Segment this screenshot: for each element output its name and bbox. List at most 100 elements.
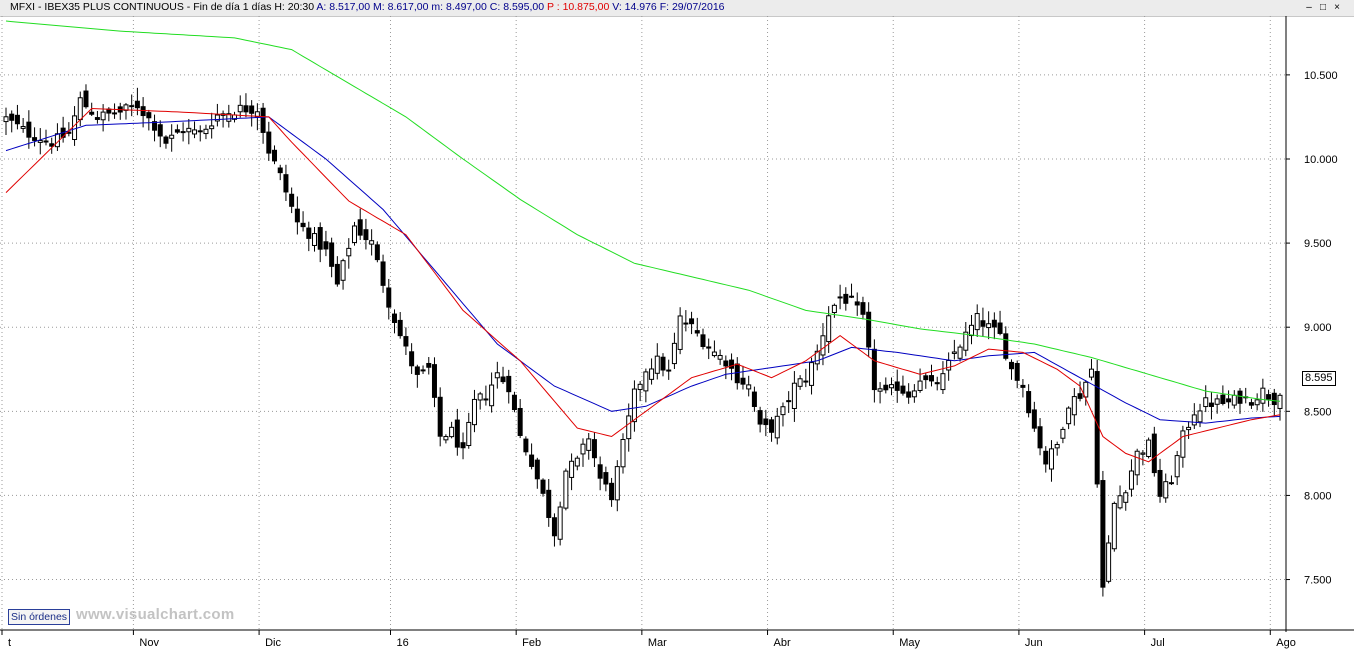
candle-body <box>597 464 603 479</box>
candle-body <box>769 419 775 433</box>
candle-body <box>32 137 38 141</box>
candle-body <box>112 112 118 115</box>
candle-body <box>471 398 477 426</box>
candle-body <box>974 313 980 331</box>
candle-body <box>134 100 140 109</box>
candle-body <box>294 208 300 223</box>
candle-body <box>631 388 637 423</box>
minimize-button[interactable]: – <box>1306 2 1312 13</box>
candle-body <box>820 335 826 356</box>
candle-body <box>1197 410 1203 423</box>
candle-body <box>774 415 780 439</box>
candle-body <box>1140 452 1146 455</box>
candle-body <box>277 167 283 174</box>
y-tick-label: 10.500 <box>1304 70 1338 82</box>
candle-body <box>849 295 855 298</box>
candle-body <box>237 104 243 113</box>
candle-body <box>831 304 837 314</box>
candle-body <box>1248 402 1254 406</box>
candlestick-chart[interactable]: 7.500 8.000 8.500 9.000 9.500 10.000 10.500 t No… <box>0 16 1354 649</box>
candle-body <box>391 313 397 323</box>
candle-body <box>751 391 757 407</box>
candle-body <box>174 129 180 133</box>
candle-body <box>146 112 152 119</box>
candle-body <box>877 388 883 392</box>
candle-body <box>300 222 306 228</box>
candle-body <box>951 351 957 354</box>
candle-body <box>957 346 963 359</box>
candle-body <box>843 293 849 304</box>
candle-body <box>826 315 832 343</box>
candle-body <box>694 330 700 334</box>
candle-body <box>1128 470 1134 490</box>
candle-body <box>1180 430 1186 458</box>
candle-body <box>540 479 546 494</box>
header-volume: V: 14.976 <box>612 1 657 13</box>
candle-body <box>1026 391 1032 414</box>
candle-body <box>266 131 272 154</box>
candle-body <box>169 134 175 139</box>
close-button[interactable]: × <box>1334 2 1340 13</box>
candle-body <box>397 319 403 337</box>
candle-body <box>380 261 386 286</box>
candle-body <box>660 356 666 371</box>
candle-body <box>997 322 1003 334</box>
candle-body <box>871 348 877 391</box>
candle-body <box>786 400 792 403</box>
candle-body <box>94 117 100 120</box>
candle-body <box>346 247 352 257</box>
maximize-button[interactable]: □ <box>1319 2 1327 13</box>
candle-body <box>477 393 483 401</box>
candle-body <box>546 489 552 518</box>
x-tick-label: Abr <box>774 637 791 649</box>
candle-body <box>1031 409 1037 429</box>
candle-body <box>860 302 866 315</box>
candle-body <box>517 407 523 436</box>
candle-body <box>351 225 357 244</box>
candle-body <box>557 506 563 540</box>
candle-body <box>1008 361 1014 370</box>
candle-body <box>677 315 683 350</box>
candle-body <box>791 382 797 409</box>
candle-body <box>666 369 672 372</box>
candle-body <box>1014 362 1020 381</box>
candle-body <box>357 219 363 236</box>
candle-body <box>409 351 415 367</box>
candle-body <box>980 320 986 327</box>
candle-body <box>683 322 689 325</box>
candle-body <box>369 240 375 245</box>
candle-body <box>1260 387 1266 404</box>
candle-body <box>1043 450 1049 465</box>
orders-button[interactable]: Sin órdenes <box>8 609 71 625</box>
header-date: F: 29/07/2016 <box>659 1 725 13</box>
candle-body <box>426 362 432 368</box>
x-tick-label: Ago <box>1276 637 1296 649</box>
candle-body <box>809 362 815 386</box>
candle-body <box>968 324 974 337</box>
candle-body <box>272 149 278 162</box>
candle-body <box>763 418 769 426</box>
candle-body <box>420 369 426 372</box>
header-close: C: 8.595,00 <box>489 1 545 13</box>
candle-body <box>1106 542 1112 582</box>
candle-body <box>1054 444 1060 449</box>
candle-body <box>157 124 163 137</box>
candle-body <box>986 323 992 329</box>
candle-body <box>494 372 500 379</box>
candle-body <box>203 128 209 135</box>
candle-body <box>654 355 660 374</box>
candle-body <box>1123 492 1129 503</box>
candle-body <box>797 378 803 387</box>
candle-body <box>1100 480 1106 588</box>
candle-body <box>1020 384 1026 388</box>
candle-body <box>83 90 89 108</box>
candle-body <box>1088 368 1094 378</box>
header-time: H: 20:30 <box>274 1 315 13</box>
instrument-name: MFXI - IBEX35 PLUS CONTINUOUS - Fin de d… <box>10 1 272 13</box>
candle-body <box>129 105 135 108</box>
candle-body <box>569 460 575 478</box>
candle-body <box>77 97 83 121</box>
candle-body <box>523 438 529 453</box>
sma-200-line <box>5 20 1281 402</box>
candle-body <box>403 336 409 347</box>
